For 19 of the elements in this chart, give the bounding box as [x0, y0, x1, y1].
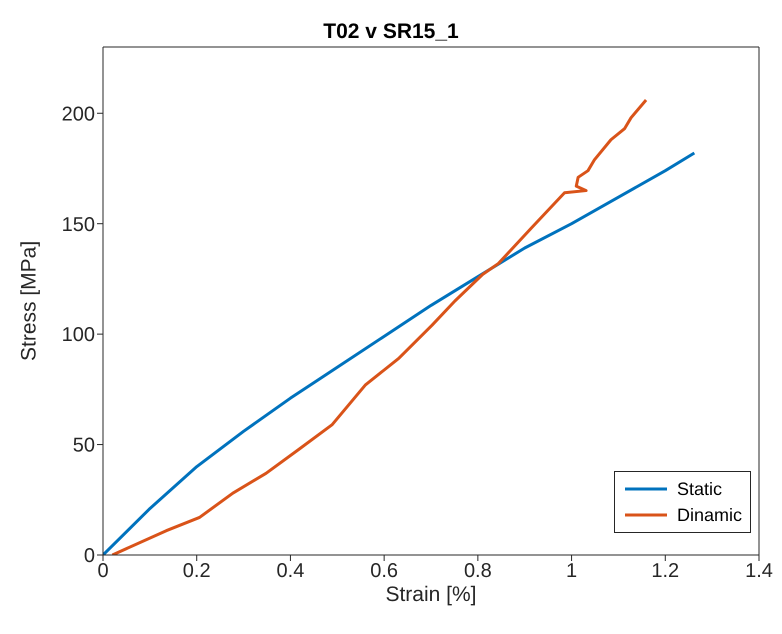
x-tick-label: 1.4: [745, 560, 773, 582]
y-tick-label: 200: [62, 103, 95, 126]
x-axis-title: Strain [%]: [385, 583, 477, 606]
y-axis-title: Stress [MPa]: [17, 240, 40, 361]
line-series: [110, 98, 648, 555]
x-tick-label: 0.6: [370, 560, 398, 582]
x-tick-label: 1.2: [651, 560, 680, 582]
legend-label: Static: [676, 478, 722, 501]
x-tick-label: 0.4: [276, 560, 304, 582]
x-tick-label: 0: [97, 560, 109, 582]
chart-title: T02 v SR15_1: [322, 20, 460, 44]
x-tick-label: 0.2: [182, 560, 211, 582]
y-tick-label: 50: [72, 434, 95, 457]
y-tick-label: 150: [62, 214, 95, 236]
legend-label: Dinamic: [676, 504, 742, 527]
y-tick-label: 0: [84, 545, 95, 568]
x-tick-label: 0.8: [464, 560, 492, 582]
y-tick-label: 100: [62, 324, 95, 346]
x-tick-label: 1: [566, 560, 578, 582]
